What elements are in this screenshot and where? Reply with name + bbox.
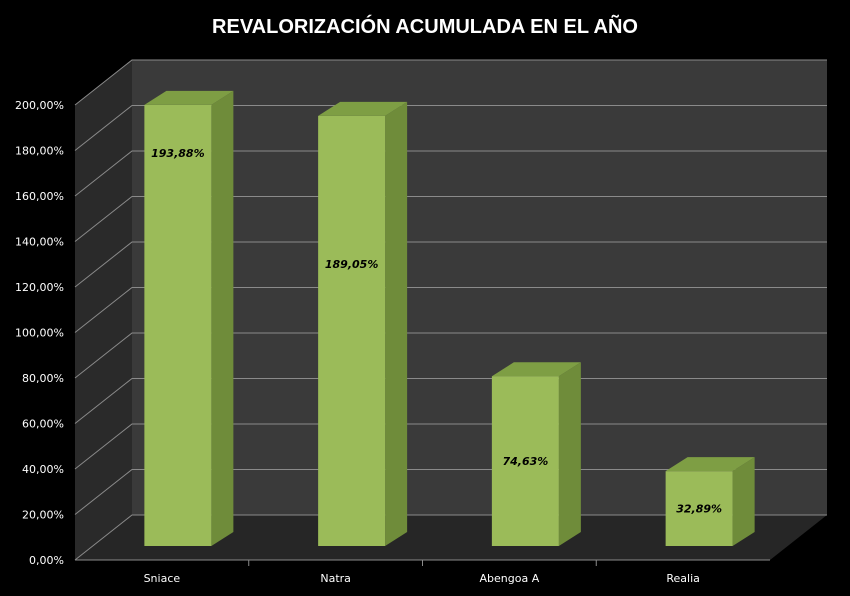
bar-side xyxy=(732,457,755,546)
gridline xyxy=(74,378,827,424)
bar-side xyxy=(211,90,234,546)
y-tick-label: 0,00% xyxy=(29,554,64,567)
y-tick-label: 20,00% xyxy=(22,509,64,522)
data-label: 193,88% xyxy=(151,147,204,160)
data-label: 32,89% xyxy=(676,503,722,516)
x-tick-label: Abengoa A xyxy=(480,572,540,585)
gridline xyxy=(74,423,827,470)
x-tick-label: Sniace xyxy=(144,572,181,585)
chart-title: REVALORIZACIÓN ACUMULADA EN EL AÑO xyxy=(212,14,638,38)
bar: 189,05% xyxy=(318,101,408,546)
gridline xyxy=(74,196,827,242)
bar-front xyxy=(665,471,733,546)
gridline xyxy=(74,287,827,333)
y-tick-label: 160,00% xyxy=(15,190,64,203)
bar-top xyxy=(318,101,408,116)
bar-side xyxy=(385,101,408,546)
y-tick-label: 140,00% xyxy=(15,236,64,249)
x-tick-label: Realia xyxy=(666,572,700,585)
bar-side xyxy=(558,362,581,546)
gridline xyxy=(74,150,827,197)
data-label: 189,05% xyxy=(325,258,378,271)
bar-series: 193,88% 189,05% 74,63% 32,89% xyxy=(144,90,755,546)
bar-top xyxy=(665,457,755,472)
bar-front xyxy=(491,376,559,546)
floor xyxy=(75,515,827,560)
y-tick-label: 120,00% xyxy=(15,281,64,294)
gridline xyxy=(74,514,827,561)
x-tick-label: Natra xyxy=(320,572,351,585)
gridline xyxy=(74,332,827,379)
y-axis-ticks: 0,00% 20,00% 40,00% 60,00% 80,00% 100,00% 120,… xyxy=(15,99,64,567)
bar-front xyxy=(318,115,386,546)
gridline xyxy=(74,105,827,151)
y-tick-label: 100,00% xyxy=(15,327,64,340)
x-axis-ticks: Sniace Natra Abengoa A Realia xyxy=(144,560,700,585)
bar: 74,63% xyxy=(491,362,581,546)
bar: 193,88% xyxy=(144,90,234,546)
y-tick-label: 180,00% xyxy=(15,145,64,158)
bar-top xyxy=(144,90,234,105)
bar-top xyxy=(491,362,581,377)
gridline xyxy=(74,469,827,515)
y-tick-label: 60,00% xyxy=(22,418,64,431)
data-label: 74,63% xyxy=(502,455,548,468)
gridline xyxy=(74,241,827,288)
bar: 32,89% xyxy=(665,457,755,546)
y-tick-label: 40,00% xyxy=(22,463,64,476)
bar-front xyxy=(144,104,212,546)
y-tick-label: 200,00% xyxy=(15,99,64,112)
y-tick-label: 80,00% xyxy=(22,372,64,385)
gridline xyxy=(74,59,827,106)
